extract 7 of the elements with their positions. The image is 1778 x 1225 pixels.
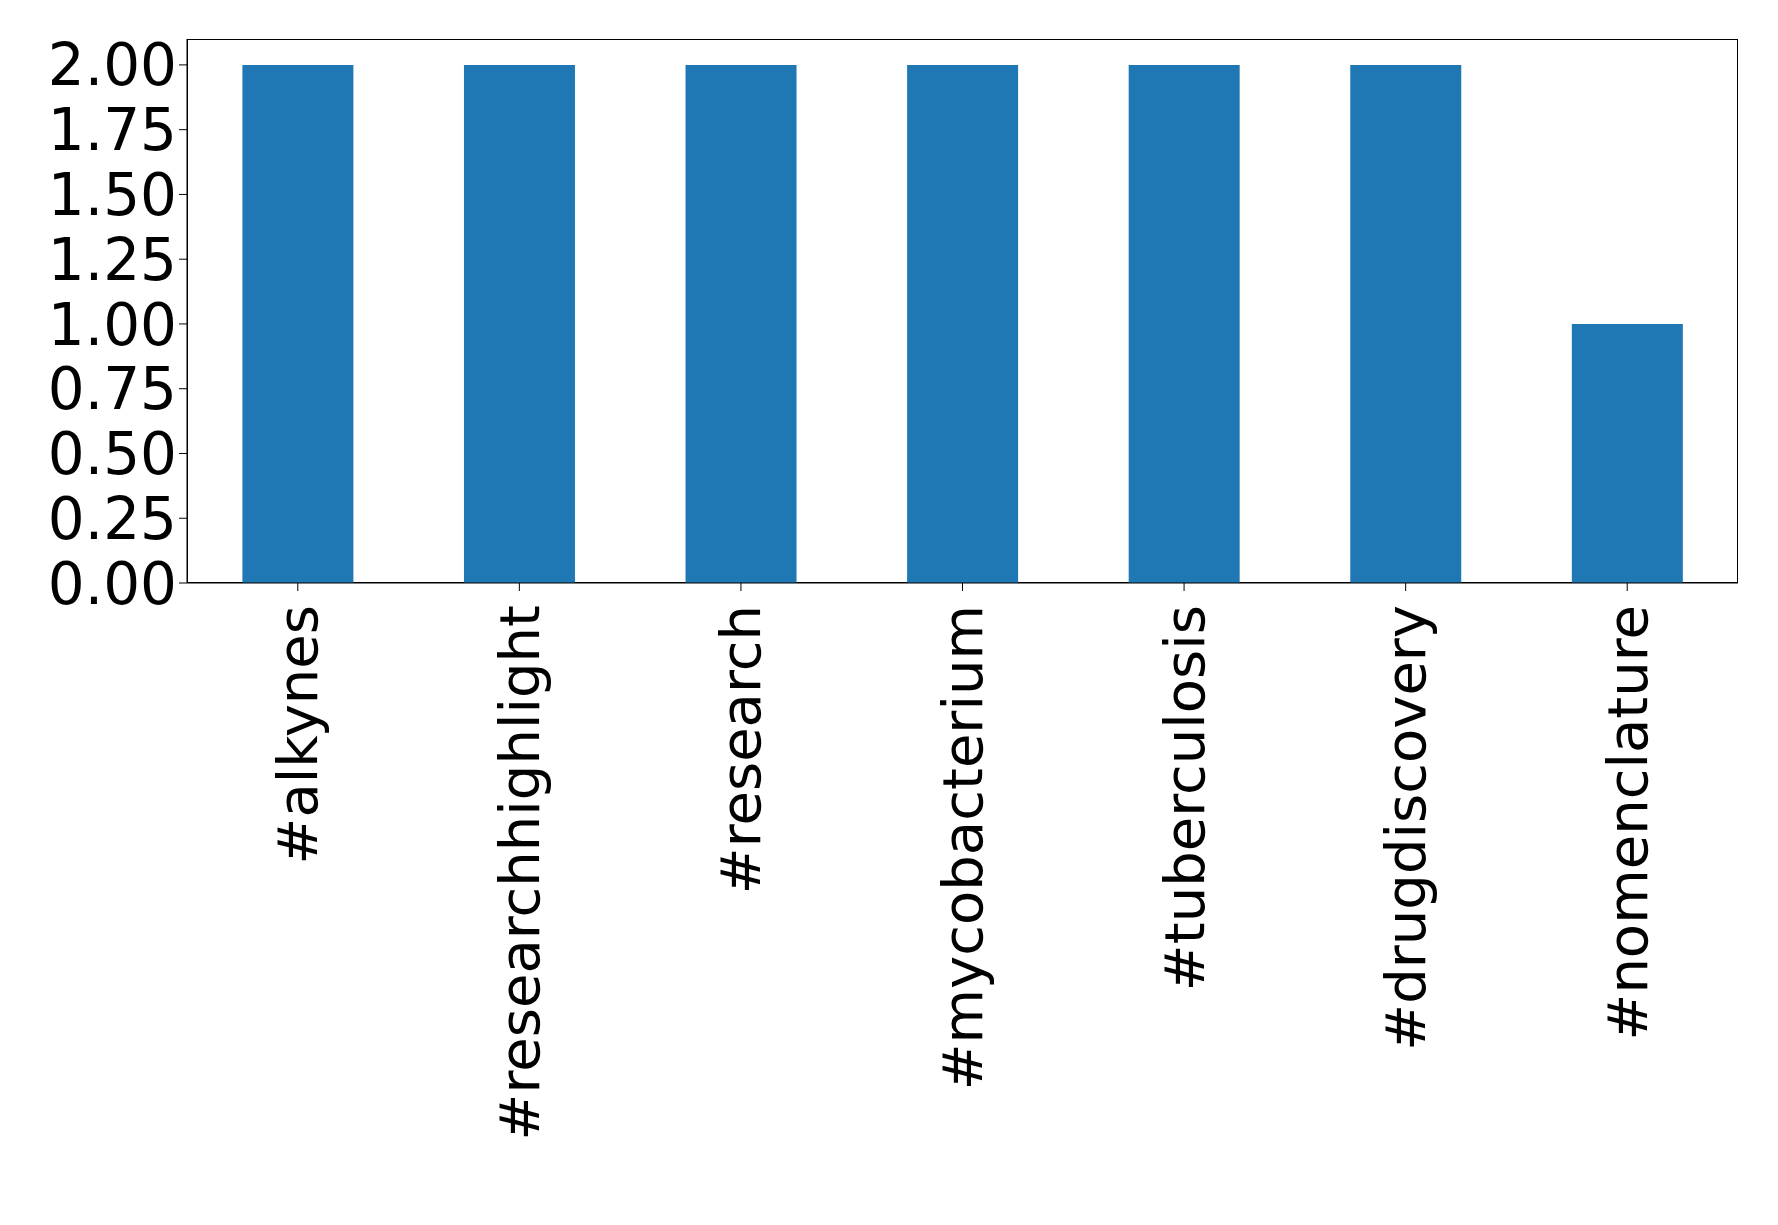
x-tick-label: #nomenclature: [1594, 605, 1660, 1041]
x-tick-label: #mycobacterium: [930, 605, 995, 1091]
x-tick-label: #researchhighlight: [486, 605, 552, 1141]
x-tick-label: #drugdiscovery: [1373, 605, 1439, 1051]
x-tick-label: #tuberculosis: [1151, 605, 1217, 992]
x-tick-label: #research: [708, 605, 774, 895]
x-tick-label: #alkynes: [265, 605, 331, 865]
